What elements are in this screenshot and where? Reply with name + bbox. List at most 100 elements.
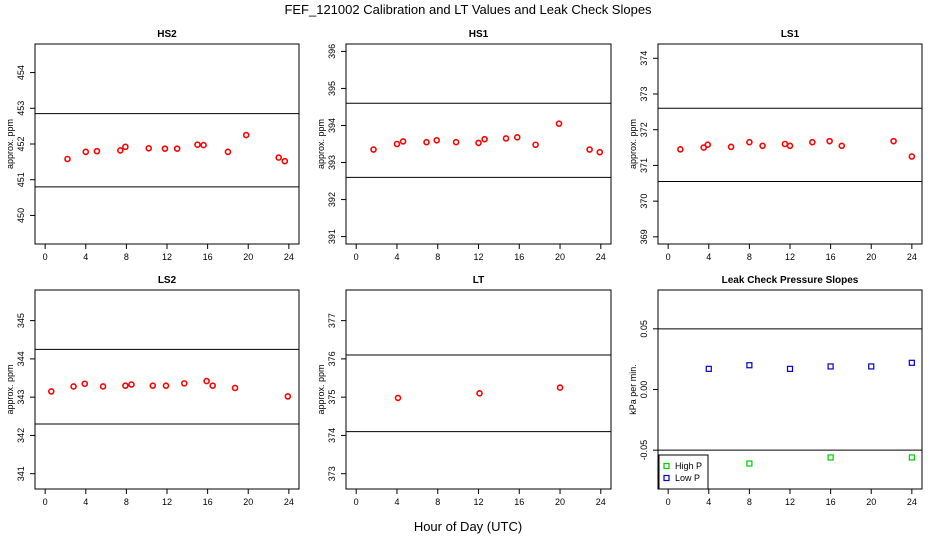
data-point — [149, 382, 157, 389]
data-point — [47, 388, 55, 395]
panel-title: LS1 — [781, 29, 800, 40]
data-point — [194, 141, 201, 149]
x-tick-label: 12 — [473, 497, 483, 507]
data-point — [399, 138, 407, 145]
data-point — [908, 359, 915, 366]
y-tick-label: 371 — [639, 158, 649, 173]
data-point — [370, 146, 377, 153]
data-point — [122, 143, 129, 151]
panel-title: HS1 — [469, 29, 489, 40]
data-point — [161, 145, 169, 152]
x-tick-label: 12 — [162, 252, 172, 262]
y-tick-label: 452 — [16, 136, 26, 151]
data-point — [704, 141, 712, 149]
data-point — [162, 382, 170, 389]
y-tick-label: 369 — [639, 229, 649, 244]
x-tick-label: 0 — [43, 252, 48, 262]
y-tick-label: 373 — [327, 466, 337, 481]
data-point — [180, 380, 188, 387]
data-point — [596, 148, 604, 156]
y-tick-label: 370 — [639, 194, 649, 209]
y-tick-label: 375 — [327, 390, 337, 405]
plot-frame — [345, 43, 612, 245]
data-point — [502, 135, 510, 142]
data-point — [394, 394, 402, 402]
y-tick-label: 395 — [327, 81, 337, 96]
x-tick-label: 24 — [284, 497, 294, 507]
figure-title: FEF_121002 Calibration and LT Values and… — [284, 2, 652, 17]
data-point — [746, 460, 753, 467]
panel-title: Leak Check Pressure Slopes — [722, 275, 859, 286]
y-tick-label: 450 — [16, 208, 26, 223]
data-point — [838, 142, 846, 150]
x-tick-label: 20 — [243, 497, 253, 507]
data-point — [393, 140, 401, 148]
panel-1: HS2 0 4 8 12 16 20 24 450 451 452 453 454 approx. ppm — [5, 29, 300, 262]
panel-title: LS2 — [158, 275, 177, 286]
x-tick-label: 24 — [596, 497, 606, 507]
data-point — [908, 454, 915, 461]
data-point — [532, 141, 539, 149]
x-tick-label: 16 — [514, 497, 524, 507]
panel-5: LT 0 4 8 12 16 20 24 373 374 375 376 377 approx. ppm — [316, 275, 612, 507]
y-tick-label: 453 — [16, 101, 26, 116]
data-point — [128, 381, 135, 388]
x-tick-label: 4 — [394, 252, 399, 262]
data-point — [827, 454, 834, 461]
x-tick-label: 8 — [747, 497, 752, 507]
x-tick-label: 4 — [706, 252, 711, 262]
data-point — [746, 138, 753, 146]
y-tick-label: 377 — [327, 313, 337, 328]
panel-3: LS1 0 4 8 12 16 20 24 369 370 371 372 373 374 approx. … — [628, 29, 923, 262]
data-point — [786, 365, 794, 372]
data-point — [231, 384, 239, 392]
y-tick-label: 341 — [16, 466, 26, 481]
x-tick-label: 4 — [83, 497, 88, 507]
x-tick-label: 16 — [826, 497, 836, 507]
data-point — [705, 365, 712, 372]
data-point — [890, 137, 897, 145]
x-tick-label: 0 — [43, 497, 48, 507]
y-axis-label: approx. ppm — [5, 119, 15, 169]
x-tick-label: 24 — [907, 497, 917, 507]
plot-frame — [345, 289, 612, 490]
x-tick-label: 20 — [243, 252, 253, 262]
figure-xlabel: Hour of Day (UTC) — [414, 519, 522, 534]
data-point — [203, 377, 210, 385]
data-point — [242, 131, 250, 139]
data-point — [481, 135, 488, 143]
y-tick-label: 451 — [16, 172, 26, 187]
y-tick-label: 392 — [327, 192, 337, 207]
panels: HS2 0 4 8 12 16 20 24 450 451 452 453 454 approx. ppm… — [5, 29, 923, 507]
y-axis-label: approx. ppm — [5, 364, 15, 414]
legend-label: High P — [675, 461, 702, 471]
y-tick-label: 345 — [16, 313, 26, 328]
data-point — [827, 363, 834, 370]
legend-label: Low P — [675, 473, 700, 483]
data-point — [70, 383, 77, 390]
x-tick-label: 12 — [785, 252, 795, 262]
x-tick-label: 8 — [435, 252, 440, 262]
y-tick-label: 344 — [16, 351, 26, 366]
x-tick-label: 12 — [473, 252, 483, 262]
data-point — [555, 120, 563, 127]
data-point — [209, 382, 216, 389]
x-tick-label: 0 — [666, 497, 671, 507]
x-tick-label: 20 — [555, 497, 565, 507]
y-axis-label: kPa per min. — [628, 364, 638, 415]
data-point — [452, 138, 460, 146]
plot-frame — [34, 43, 300, 245]
x-tick-label: 24 — [907, 252, 917, 262]
x-tick-label: 8 — [747, 252, 752, 262]
x-tick-label: 16 — [514, 252, 524, 262]
data-point — [677, 146, 684, 153]
y-tick-label: 391 — [327, 229, 337, 244]
data-point — [423, 138, 430, 146]
y-tick-label: 396 — [327, 44, 337, 59]
data-point — [81, 380, 89, 388]
data-point — [122, 382, 129, 389]
data-point — [275, 154, 282, 161]
y-tick-label: 343 — [16, 390, 26, 405]
y-tick-label: 342 — [16, 428, 26, 443]
